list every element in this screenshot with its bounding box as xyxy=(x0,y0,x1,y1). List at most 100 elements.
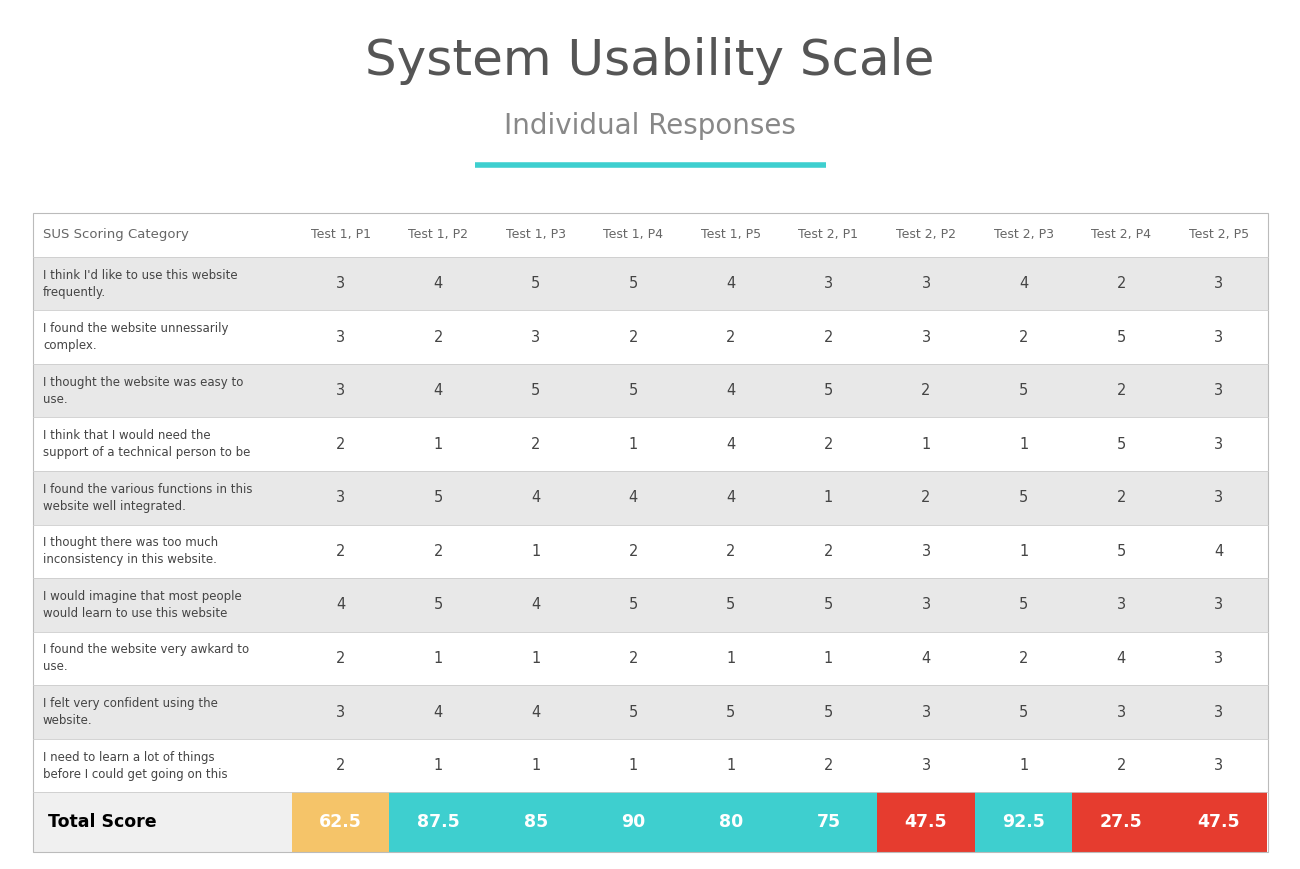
Text: 3: 3 xyxy=(1117,705,1126,720)
FancyBboxPatch shape xyxy=(32,739,1268,793)
Text: 3: 3 xyxy=(337,329,346,345)
Text: 4: 4 xyxy=(1214,544,1223,559)
Text: 4: 4 xyxy=(922,651,931,666)
FancyBboxPatch shape xyxy=(32,213,1268,257)
Text: 92.5: 92.5 xyxy=(1002,813,1045,831)
Text: 3: 3 xyxy=(1214,276,1223,291)
FancyBboxPatch shape xyxy=(32,364,1268,417)
FancyBboxPatch shape xyxy=(1072,793,1170,852)
Text: 2: 2 xyxy=(824,437,833,452)
Text: 1: 1 xyxy=(629,758,638,773)
Text: Test 1, P5: Test 1, P5 xyxy=(701,229,760,242)
Text: 1: 1 xyxy=(434,437,443,452)
Text: 3: 3 xyxy=(1117,597,1126,613)
Text: 80: 80 xyxy=(719,813,744,831)
FancyBboxPatch shape xyxy=(32,632,1268,686)
Text: 3: 3 xyxy=(1214,329,1223,345)
Text: 1: 1 xyxy=(1019,544,1028,559)
Text: Test 1, P1: Test 1, P1 xyxy=(311,229,370,242)
Text: 5: 5 xyxy=(1019,597,1028,613)
Text: 2: 2 xyxy=(1117,758,1126,773)
Text: 1: 1 xyxy=(727,651,736,666)
Text: I thought the website was easy to
use.: I thought the website was easy to use. xyxy=(43,375,243,406)
Text: 2: 2 xyxy=(824,758,833,773)
Text: 4: 4 xyxy=(727,276,736,291)
FancyBboxPatch shape xyxy=(32,417,1268,471)
Text: 5: 5 xyxy=(629,383,638,398)
Text: 2: 2 xyxy=(433,329,443,345)
Text: I need to learn a lot of things
before I could get going on this: I need to learn a lot of things before I… xyxy=(43,751,228,780)
Text: 2: 2 xyxy=(922,383,931,398)
Text: Individual Responses: Individual Responses xyxy=(504,112,796,140)
FancyBboxPatch shape xyxy=(975,793,1072,852)
Text: 3: 3 xyxy=(337,705,346,720)
Text: 2: 2 xyxy=(1117,276,1126,291)
Text: 1: 1 xyxy=(434,651,443,666)
Text: I found the website unnessarily
complex.: I found the website unnessarily complex. xyxy=(43,322,229,352)
Text: 5: 5 xyxy=(532,383,541,398)
FancyBboxPatch shape xyxy=(682,793,780,852)
Text: 4: 4 xyxy=(1117,651,1126,666)
Text: 4: 4 xyxy=(434,383,443,398)
Text: 2: 2 xyxy=(824,544,833,559)
Text: 3: 3 xyxy=(922,597,931,613)
Text: Total Score: Total Score xyxy=(48,813,157,831)
Text: 5: 5 xyxy=(1019,383,1028,398)
FancyBboxPatch shape xyxy=(878,793,975,852)
FancyBboxPatch shape xyxy=(32,686,1268,739)
Text: 3: 3 xyxy=(337,490,346,505)
Text: 1: 1 xyxy=(824,490,833,505)
Text: 2: 2 xyxy=(629,329,638,345)
Text: 4: 4 xyxy=(434,276,443,291)
Text: 3: 3 xyxy=(1214,651,1223,666)
Text: Test 1, P3: Test 1, P3 xyxy=(506,229,566,242)
Text: 90: 90 xyxy=(621,813,646,831)
Text: 4: 4 xyxy=(335,597,346,613)
Text: 2: 2 xyxy=(1019,329,1028,345)
Text: 2: 2 xyxy=(727,329,736,345)
Text: 2: 2 xyxy=(532,437,541,452)
Text: 4: 4 xyxy=(727,437,736,452)
Text: 2: 2 xyxy=(1117,490,1126,505)
Text: Test 2, P3: Test 2, P3 xyxy=(993,229,1053,242)
Text: Test 2, P2: Test 2, P2 xyxy=(896,229,956,242)
Text: 3: 3 xyxy=(1214,490,1223,505)
FancyBboxPatch shape xyxy=(32,310,1268,364)
Text: 87.5: 87.5 xyxy=(417,813,460,831)
Text: 5: 5 xyxy=(1019,490,1028,505)
Text: 62.5: 62.5 xyxy=(320,813,363,831)
FancyBboxPatch shape xyxy=(32,793,291,852)
FancyBboxPatch shape xyxy=(585,793,682,852)
Text: 2: 2 xyxy=(433,544,443,559)
Text: 2: 2 xyxy=(335,651,346,666)
Text: 3: 3 xyxy=(1214,437,1223,452)
Text: 1: 1 xyxy=(727,758,736,773)
Text: 2: 2 xyxy=(824,329,833,345)
Text: I found the website very awkard to
use.: I found the website very awkard to use. xyxy=(43,643,250,673)
Text: 4: 4 xyxy=(532,705,541,720)
Text: 1: 1 xyxy=(1019,437,1028,452)
Text: 4: 4 xyxy=(532,597,541,613)
Text: 3: 3 xyxy=(922,705,931,720)
Text: 3: 3 xyxy=(922,329,931,345)
Text: 2: 2 xyxy=(1117,383,1126,398)
Text: 4: 4 xyxy=(1019,276,1028,291)
Text: Test 2, P1: Test 2, P1 xyxy=(798,229,858,242)
Text: 85: 85 xyxy=(524,813,547,831)
Text: 5: 5 xyxy=(727,597,736,613)
Text: 1: 1 xyxy=(629,437,638,452)
Text: 3: 3 xyxy=(922,276,931,291)
Text: 4: 4 xyxy=(629,490,638,505)
Text: 1: 1 xyxy=(824,651,833,666)
Text: 5: 5 xyxy=(1117,544,1126,559)
Text: 47.5: 47.5 xyxy=(1197,813,1240,831)
Text: System Usability Scale: System Usability Scale xyxy=(365,36,935,85)
Text: 1: 1 xyxy=(532,544,541,559)
Text: 1: 1 xyxy=(532,651,541,666)
Text: 3: 3 xyxy=(532,329,541,345)
Text: 5: 5 xyxy=(434,597,443,613)
Text: 3: 3 xyxy=(337,276,346,291)
Text: 4: 4 xyxy=(727,490,736,505)
Text: 5: 5 xyxy=(629,597,638,613)
Text: I thought there was too much
inconsistency in this website.: I thought there was too much inconsisten… xyxy=(43,536,218,567)
